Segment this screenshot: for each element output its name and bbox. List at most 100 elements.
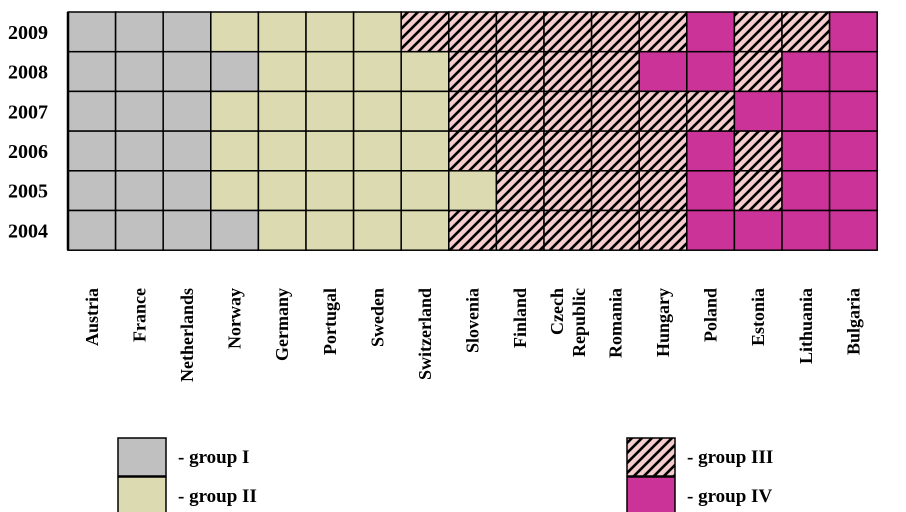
heatmap-cell	[162, 130, 212, 172]
y-tick-label: 2004	[8, 220, 48, 242]
heatmap-cell	[162, 170, 212, 212]
x-tick-label: Hungary	[653, 288, 673, 357]
heatmap-cell	[162, 50, 212, 93]
heatmap-cell	[828, 209, 878, 251]
heatmap-cell	[733, 11, 783, 53]
heatmap-cell	[828, 90, 878, 132]
heatmap-cell	[543, 209, 593, 251]
heatmap-cell	[543, 50, 593, 93]
heatmap-cell	[781, 170, 831, 212]
y-tick-label: 2009	[8, 22, 48, 44]
heatmap-cell	[733, 50, 783, 93]
x-tick-label: Bulgaria	[843, 288, 863, 355]
x-tick-label: Slovenia	[463, 288, 483, 353]
x-tick-label: Romania	[605, 288, 625, 358]
heatmap-cell	[686, 50, 736, 93]
y-tick-label: 2005	[8, 181, 48, 203]
legend-swatch	[117, 476, 167, 512]
heatmap-cell	[257, 50, 307, 93]
x-tick-label: Norway	[225, 288, 245, 349]
heatmap-cell	[828, 170, 878, 212]
heatmap-cell	[733, 90, 783, 132]
heatmap-cell	[305, 90, 355, 132]
heatmap-cell	[638, 11, 688, 53]
heatmap-cell	[543, 90, 593, 132]
heatmap-cell	[352, 50, 402, 93]
heatmap-cell	[210, 209, 260, 251]
heatmap-cell	[590, 170, 640, 212]
heatmap-cell	[210, 130, 260, 172]
heatmap-cell	[114, 130, 164, 172]
heatmap-cell	[67, 90, 117, 132]
heatmap-cell	[305, 11, 355, 53]
heatmap-cell	[257, 170, 307, 212]
x-tick-label: Finland	[510, 288, 530, 348]
heatmap-cell	[686, 130, 736, 172]
heatmap-cell	[543, 170, 593, 212]
legend-label: - group I	[178, 447, 249, 468]
x-tick-label: Netherlands	[177, 288, 197, 382]
x-tick-label: France	[129, 288, 149, 342]
heatmap-cell	[495, 209, 545, 251]
heatmap-cell	[733, 170, 783, 212]
heatmap-cell	[67, 11, 117, 53]
heatmap-cell	[828, 130, 878, 172]
y-tick-label: 2007	[8, 101, 48, 123]
x-tick-label: Germany	[272, 288, 292, 361]
heatmap-cell	[495, 170, 545, 212]
heatmap-cell	[590, 209, 640, 251]
heatmap-cell	[828, 50, 878, 93]
heatmap-cell	[733, 209, 783, 251]
heatmap-cell	[686, 209, 736, 251]
heatmap-cell	[400, 50, 450, 93]
heatmap-cell	[495, 11, 545, 53]
heatmap-cell	[352, 209, 402, 251]
heatmap-cell	[638, 90, 688, 132]
legend-label: - group IV	[687, 486, 772, 507]
heatmap-cell	[781, 11, 831, 53]
heatmap-cell	[162, 90, 212, 132]
heatmap-cell	[543, 130, 593, 172]
heatmap-cell	[114, 11, 164, 53]
heatmap-cell	[400, 209, 450, 251]
legend-label: - group III	[687, 447, 773, 468]
heatmap-cell	[543, 11, 593, 53]
heatmap-cell	[495, 50, 545, 93]
heatmap-cell	[162, 209, 212, 251]
heatmap-cell	[781, 90, 831, 132]
x-tick-label: Austria	[82, 288, 102, 346]
x-tick-label: Lithuania	[796, 288, 816, 364]
heatmap-cell	[448, 90, 498, 132]
heatmap-cell	[400, 170, 450, 212]
heatmap-cell	[352, 130, 402, 172]
heatmap-cell	[162, 11, 212, 53]
legend-swatch	[117, 437, 167, 477]
heatmap-cell	[686, 170, 736, 212]
heatmap-cell	[210, 90, 260, 132]
heatmap-cell	[257, 11, 307, 53]
x-tick-label: Estonia	[748, 288, 768, 346]
heatmap-cell	[67, 170, 117, 212]
heatmap-cell	[448, 209, 498, 251]
heatmap-cell	[638, 209, 688, 251]
heatmap-cell	[210, 170, 260, 212]
heatmap-cell	[352, 90, 402, 132]
heatmap-cell	[733, 130, 783, 172]
heatmap-cell	[686, 11, 736, 53]
y-tick-label: 2006	[8, 141, 48, 163]
heatmap-cell	[400, 11, 450, 53]
heatmap-cell	[495, 90, 545, 132]
y-tick-label: 2008	[8, 62, 48, 84]
heatmap-cell	[781, 130, 831, 172]
heatmap-cell	[448, 170, 498, 212]
heatmap-cell	[114, 90, 164, 132]
heatmap-cell	[257, 130, 307, 172]
heatmap-cell	[495, 130, 545, 172]
heatmap-cell	[638, 50, 688, 93]
heatmap-cell	[352, 170, 402, 212]
heatmap-cell	[114, 209, 164, 251]
legend-swatch	[626, 437, 676, 477]
x-tick-label: Poland	[701, 288, 721, 342]
heatmap-cell	[400, 90, 450, 132]
